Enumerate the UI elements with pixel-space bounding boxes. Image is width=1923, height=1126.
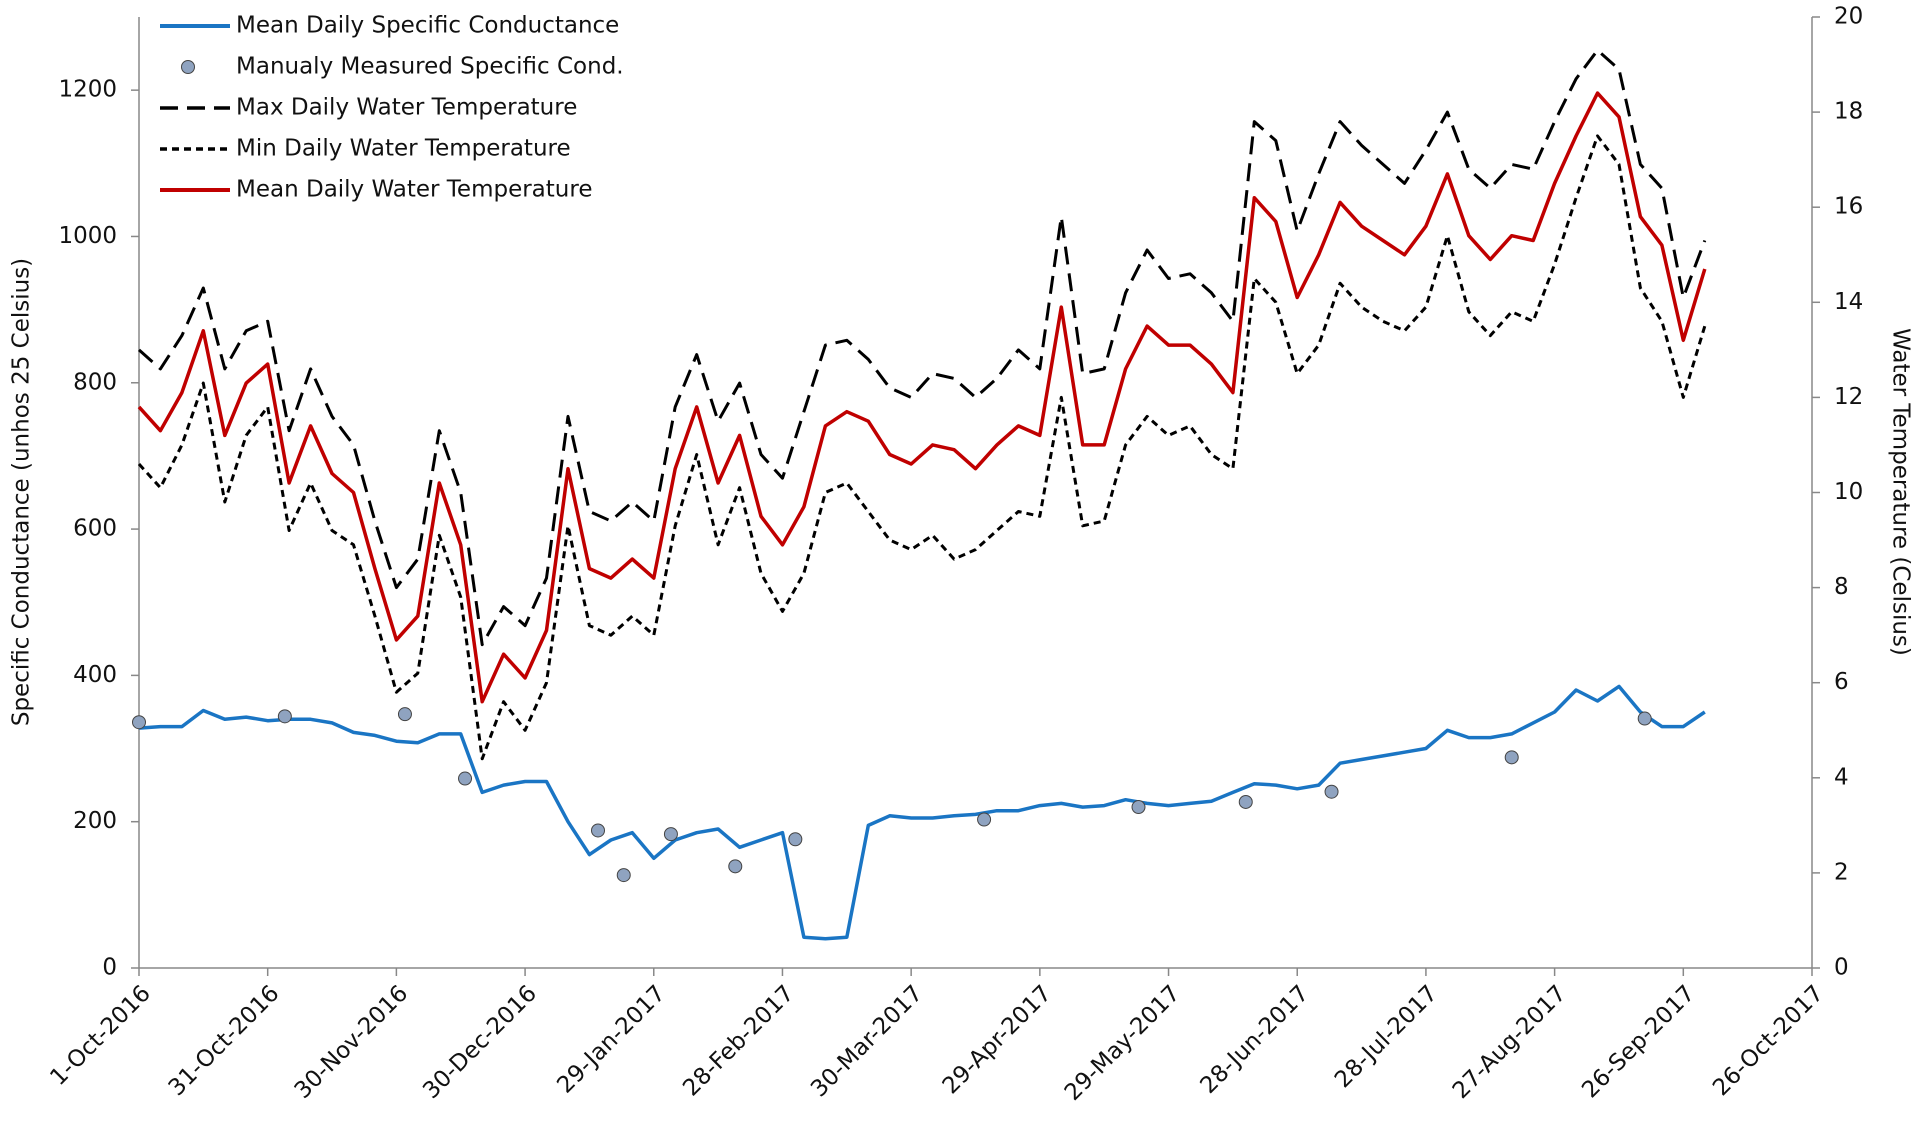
y2-tick-label: 8	[1834, 574, 1849, 600]
y-tick-label: 0	[102, 955, 117, 981]
series-line	[138, 48, 1707, 647]
legend-label: Mean Daily Specific Conductance	[236, 13, 619, 39]
legend-marker	[181, 60, 195, 74]
y2-tick-label: 6	[1834, 669, 1849, 695]
y-tick-label: 800	[73, 369, 117, 395]
y-tick-label: 1200	[58, 77, 117, 103]
manual-point	[1637, 711, 1652, 726]
legend-label: Manualy Measured Specific Cond.	[236, 54, 624, 80]
y2-tick-label: 16	[1834, 194, 1863, 220]
manual-point	[458, 771, 473, 786]
y2-axis-label: Water Temperature (Celsius)	[1888, 328, 1914, 656]
y2-tick-label: 14	[1834, 289, 1863, 315]
manual-point	[277, 709, 292, 724]
legend-label: Max Daily Water Temperature	[236, 95, 577, 121]
y2-tick-label: 2	[1834, 859, 1849, 885]
manual-point	[1504, 750, 1519, 765]
manual-point	[1324, 784, 1339, 799]
manual-point	[1131, 800, 1146, 815]
manual-point	[397, 707, 412, 722]
y2-tick-label: 10	[1834, 479, 1863, 505]
manual-point	[977, 812, 992, 827]
y2-tick-label: 20	[1834, 4, 1863, 30]
legend-label: Min Daily Water Temperature	[236, 136, 571, 162]
series-line	[137, 91, 1707, 704]
y2-tick-label: 4	[1834, 764, 1849, 790]
y2-tick-label: 0	[1834, 955, 1849, 981]
manual-point	[591, 823, 606, 838]
manual-point	[616, 868, 631, 883]
manual-point	[132, 715, 146, 730]
y2-tick-label: 12	[1834, 384, 1863, 410]
y-tick-label: 200	[73, 808, 117, 834]
y-tick-label: 1000	[58, 223, 117, 249]
y-tick-label: 600	[73, 516, 117, 542]
manual-point	[663, 827, 678, 842]
series-line	[137, 134, 1707, 761]
y-tick-label: 400	[73, 662, 117, 688]
manual-point	[1238, 794, 1253, 809]
series-line	[138, 684, 1706, 941]
manual-point	[728, 859, 743, 874]
legend-label: Mean Daily Water Temperature	[236, 177, 592, 203]
manual-point	[788, 832, 803, 847]
y2-tick-label: 18	[1834, 99, 1863, 125]
y-axis-label: Specific Conductance (unhos 25 Celsius)	[9, 258, 35, 726]
